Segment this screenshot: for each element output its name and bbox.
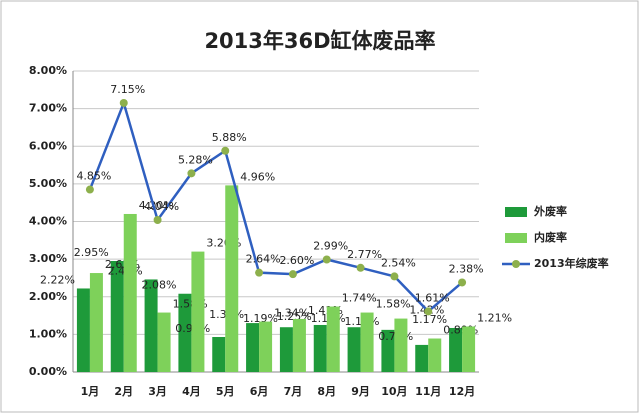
legend-swatch (505, 233, 527, 243)
data-label: 2.38% (449, 262, 484, 275)
data-label: 2.60% (279, 254, 314, 267)
marker (187, 169, 196, 178)
bar (428, 338, 442, 372)
bar (347, 327, 361, 372)
bar (415, 344, 429, 372)
x-tick-label: 4月 (182, 385, 201, 398)
x-tick-label: 11月 (415, 385, 441, 398)
bar (178, 293, 192, 372)
y-tick-label: 8.00% (29, 64, 67, 77)
data-label: 2.99% (313, 240, 348, 253)
marker (356, 263, 365, 272)
y-tick-label: 4.00% (29, 215, 67, 228)
marker (221, 146, 230, 155)
marker (458, 278, 467, 287)
data-label: 1.17% (412, 313, 447, 326)
data-label: 1.74% (342, 292, 377, 305)
marker (153, 215, 162, 224)
bar (157, 312, 171, 372)
data-label: 2.54% (381, 256, 416, 269)
x-tick-label: 3月 (148, 385, 167, 398)
marker (390, 272, 399, 281)
marker (119, 98, 128, 107)
bar (191, 251, 205, 372)
legend-label: 外废率 (533, 204, 567, 218)
bar (144, 279, 158, 372)
bar (246, 323, 260, 372)
legend-label: 2013年综废率 (534, 256, 609, 270)
marker (255, 268, 264, 277)
data-label: 2.08% (141, 279, 176, 292)
bar (462, 326, 476, 372)
bar (381, 329, 395, 372)
bar (76, 288, 90, 372)
marker (288, 270, 297, 279)
y-tick-label: 0.00% (29, 365, 67, 378)
bar (89, 273, 103, 372)
legend-marker (512, 260, 520, 268)
x-tick-label: 1月 (81, 385, 100, 398)
bar (313, 324, 327, 372)
legend-label: 内废率 (534, 230, 567, 244)
bar (292, 318, 306, 372)
y-tick-label: 7.00% (29, 102, 67, 115)
marker (424, 307, 433, 316)
line (88, 99, 463, 314)
bar (123, 213, 137, 372)
x-tick-label: 10月 (381, 385, 407, 398)
bar (394, 318, 408, 372)
bar (225, 185, 239, 372)
data-label: 7.15% (110, 83, 145, 96)
data-label: 5.88% (212, 131, 247, 144)
data-label: 1.21% (477, 311, 512, 324)
y-tick-label: 2.00% (29, 290, 67, 303)
data-label: 1.61% (415, 291, 450, 304)
data-label: 4.85% (76, 170, 111, 183)
marker (85, 185, 94, 194)
x-tick-label: 7月 (284, 385, 303, 398)
data-label: 2.64% (246, 253, 281, 266)
x-tick-label: 9月 (351, 385, 370, 398)
y-tick-label: 1.00% (29, 327, 67, 340)
bar (279, 327, 293, 372)
data-label: 2.95% (74, 246, 109, 259)
x-tick-label: 12月 (449, 385, 475, 398)
bar (360, 312, 374, 372)
y-tick-label: 3.00% (29, 252, 67, 265)
bar (212, 337, 226, 372)
x-tick-label: 5月 (216, 385, 235, 398)
data-label: 5.28% (178, 153, 213, 166)
data-label: 4.96% (240, 170, 275, 183)
x-tick-label: 8月 (317, 385, 336, 398)
bar (259, 321, 273, 372)
data-label: 1.58% (376, 298, 411, 311)
bar (326, 306, 340, 372)
chart-title: 2013年36D缸体废品率 (204, 29, 435, 53)
bar (110, 261, 124, 372)
x-tick-label: 6月 (250, 385, 269, 398)
data-label: 2.22% (40, 273, 75, 286)
x-tick-label: 2月 (114, 385, 133, 398)
data-label: 2.77% (347, 248, 382, 261)
data-label: 4.04% (144, 200, 179, 213)
legend-swatch (505, 207, 527, 217)
marker (322, 255, 331, 264)
y-tick-label: 6.00% (29, 139, 67, 152)
y-tick-label: 5.00% (29, 177, 67, 190)
bar (449, 327, 463, 372)
data-label: 1.34% (274, 307, 309, 320)
